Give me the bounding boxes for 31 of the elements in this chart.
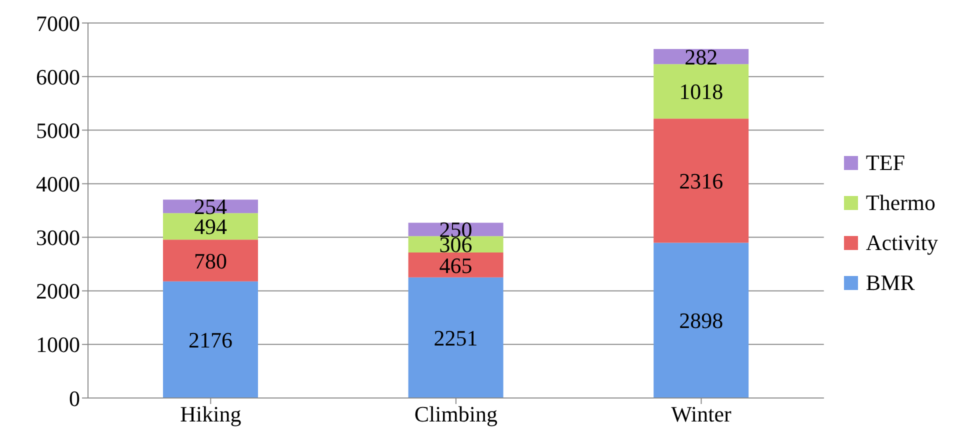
data-label: 282 [684,44,718,70]
legend-label: Activity [866,230,938,256]
bar [408,277,504,398]
y-tick-label: 0 [69,386,80,411]
legend-label: Thermo [866,190,936,216]
bar [408,252,504,278]
y-tick-label: 3000 [36,225,80,250]
data-label: 2316 [679,168,724,194]
y-tick-label: 4000 [36,172,80,197]
bar [163,213,258,240]
y-tick-label: 7000 [36,10,80,36]
y-tick-label: 2000 [36,278,80,304]
data-label: 2898 [679,308,724,334]
legend-label: TEF [866,150,906,176]
x-tick-label: Winter [671,402,732,427]
legend-label: BMR [866,270,915,296]
bar [163,281,258,398]
bar [654,118,749,243]
data-label: 465 [439,252,472,278]
x-tick-label: Climbing [414,402,498,427]
bar [163,240,258,282]
y-tick-label: 5000 [36,118,80,143]
bar [654,64,749,119]
y-tick-label: 1000 [36,332,80,358]
data-label: 1018 [679,79,724,104]
data-label: 2251 [434,326,478,351]
bar [654,242,749,398]
data-label: 2176 [188,328,232,353]
data-label: 780 [194,248,227,274]
x-tick-label: Hiking [180,402,242,427]
y-tick-label: 6000 [36,64,80,90]
